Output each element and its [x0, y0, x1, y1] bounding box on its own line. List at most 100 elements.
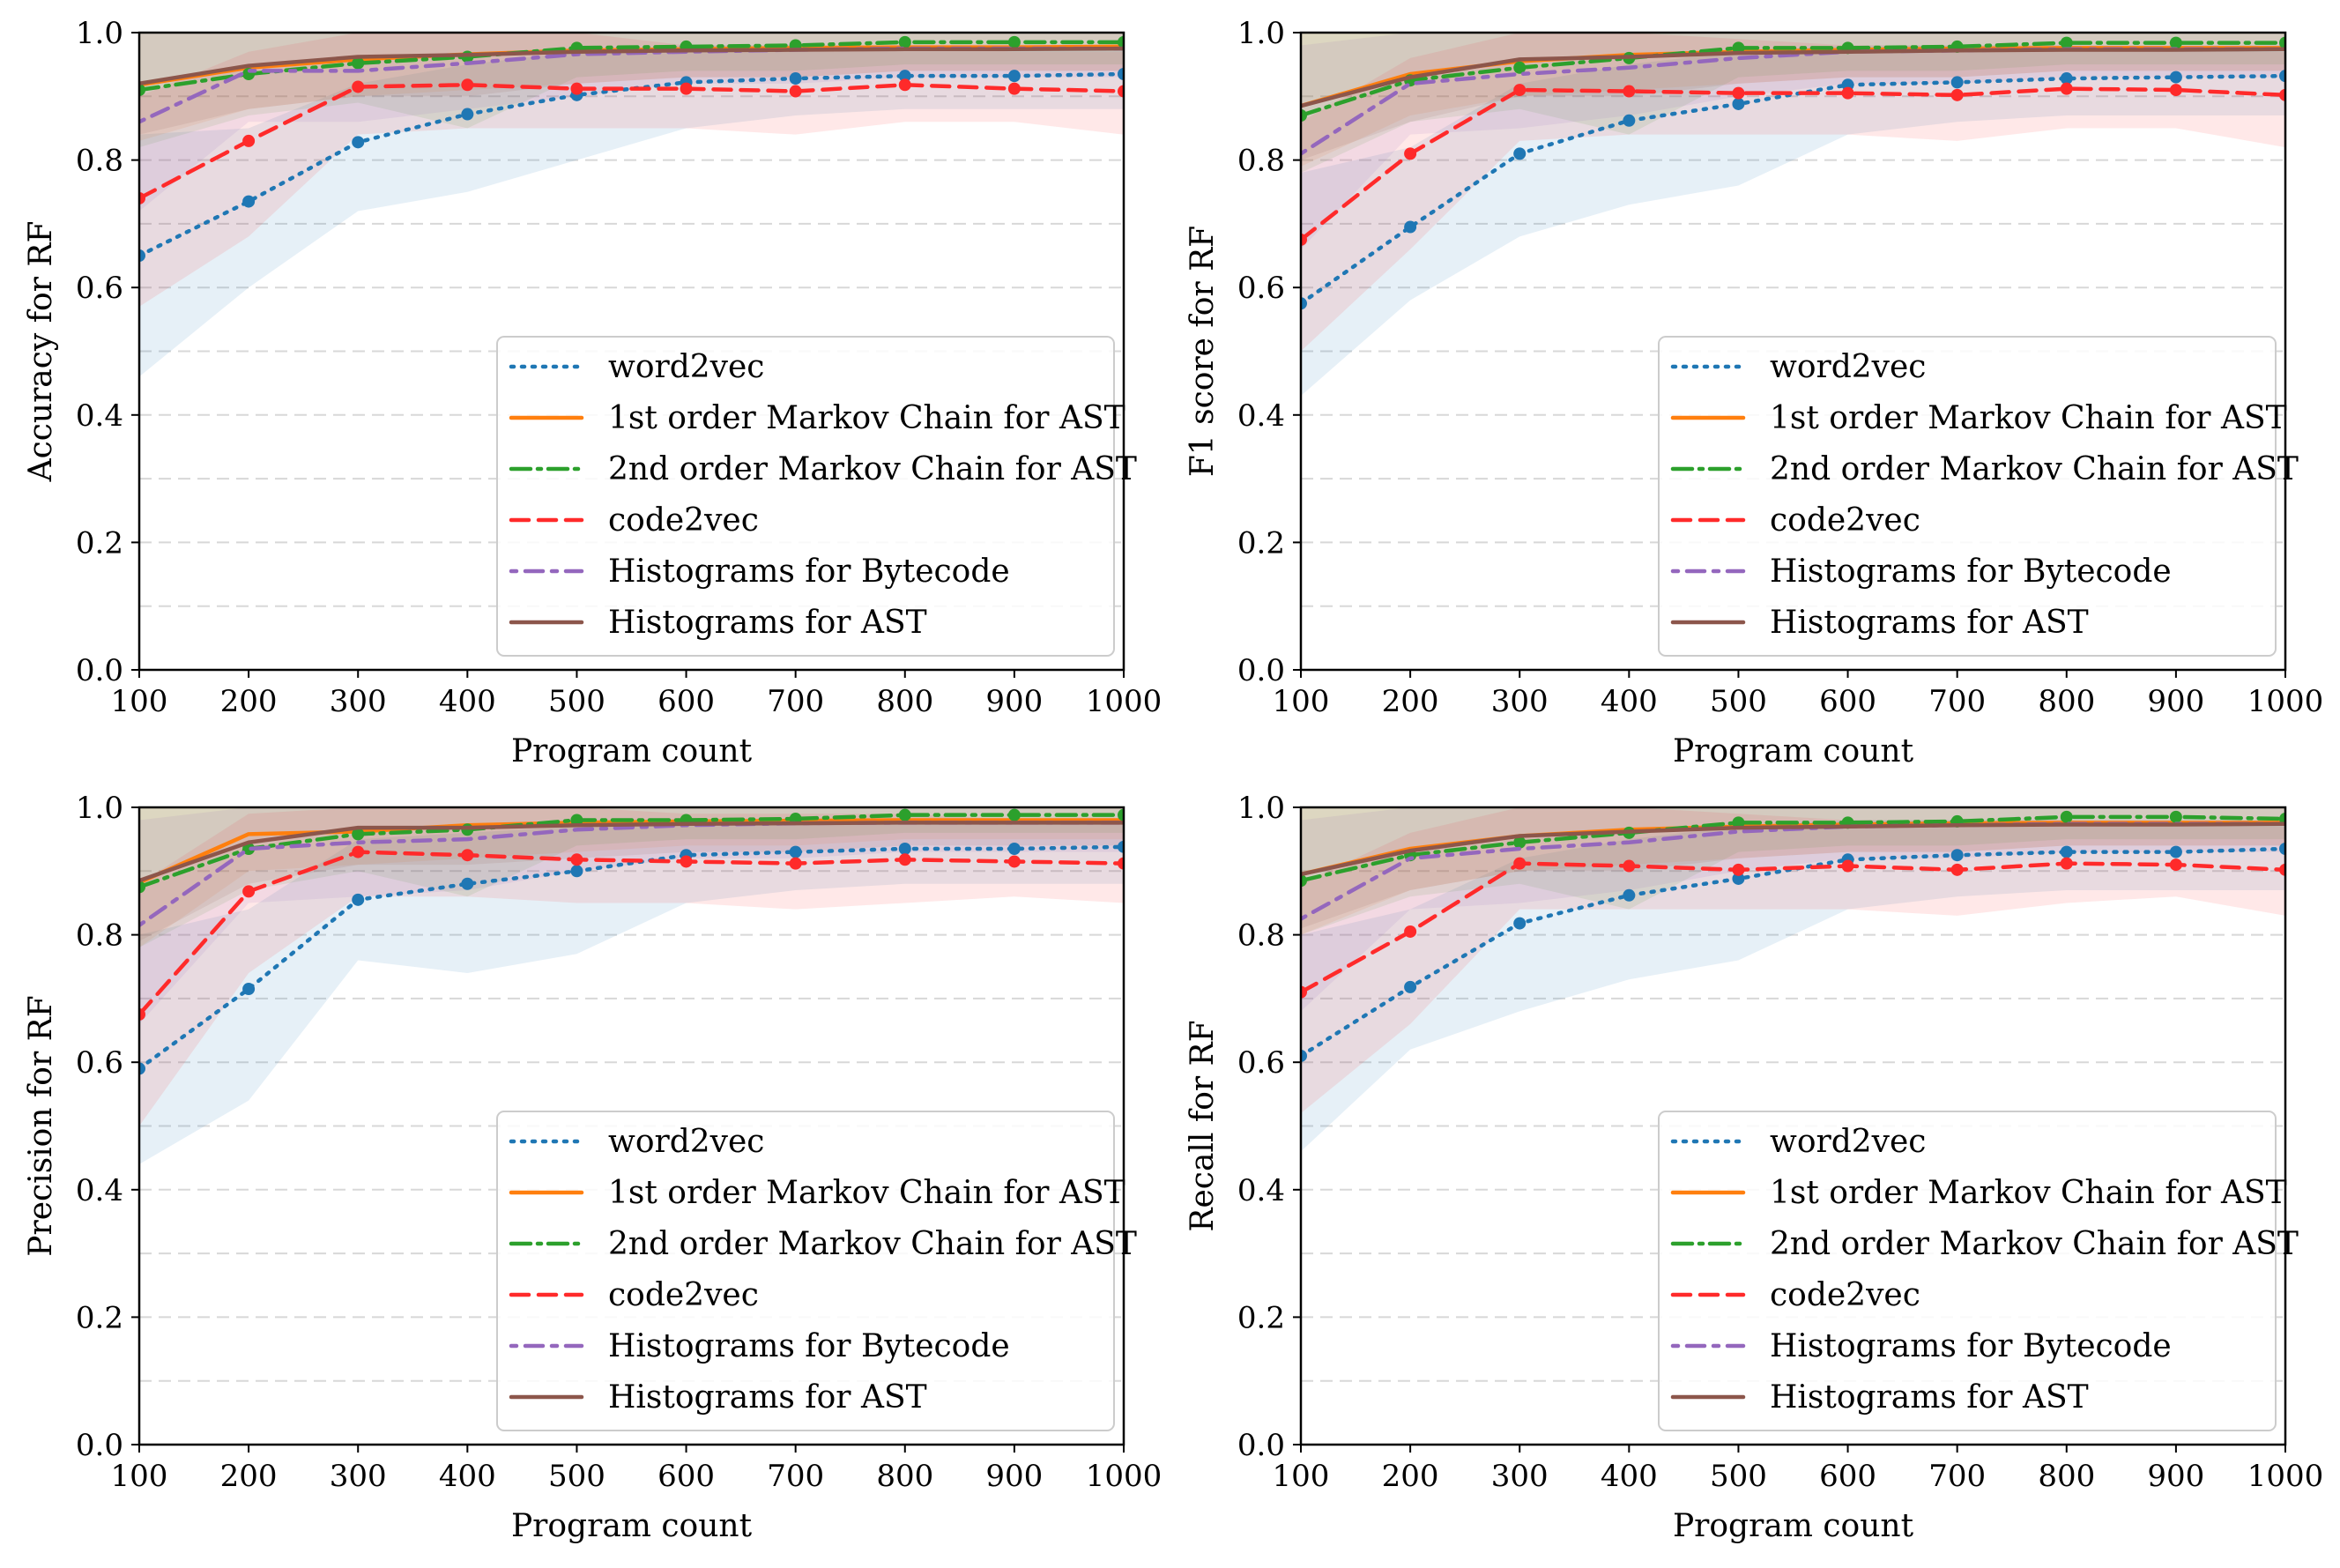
y-tick-label: 1.0 — [76, 16, 123, 51]
y-tick-label: 0.2 — [76, 1300, 123, 1335]
data-point — [1007, 808, 1021, 821]
band-6 — [1301, 807, 2285, 929]
band-1 — [139, 820, 1124, 1164]
y-tick-label: 0.0 — [1237, 1428, 1285, 1463]
legend-label-5: Histograms for Bytecode — [608, 1328, 1010, 1364]
plot-area — [139, 807, 1124, 1164]
legend-label-5: Histograms for Bytecode — [608, 554, 1010, 590]
legend-label-3: 2nd order Markov Chain for AST — [608, 1226, 1137, 1262]
plot-area — [1301, 33, 2285, 397]
x-axis-label: Program count — [1673, 733, 1914, 769]
data-point — [2279, 36, 2285, 49]
series-line-5 — [139, 821, 1124, 928]
y-tick-label: 0.4 — [76, 1173, 123, 1208]
legend-label-6: Histograms for AST — [1770, 1379, 2089, 1416]
legend-box — [1658, 336, 2277, 657]
data-point — [680, 82, 693, 95]
data-point — [2169, 84, 2182, 97]
band-4 — [1301, 33, 2285, 352]
x-tick-label: 900 — [2147, 1459, 2204, 1494]
data-point — [2169, 858, 2182, 872]
data-point — [242, 885, 256, 898]
x-tick-label: 500 — [548, 684, 605, 719]
data-point — [1404, 925, 1417, 938]
legend-box — [496, 336, 1115, 657]
data-point — [2279, 70, 2285, 83]
data-point — [1950, 863, 1964, 876]
data-point — [242, 842, 256, 855]
y-tick-label: 0.8 — [1237, 918, 1285, 954]
y-axis-label: Recall for RF — [1185, 1020, 1221, 1231]
x-tick-label: 1000 — [1086, 684, 1163, 719]
data-point — [1118, 840, 1124, 853]
data-point — [1623, 888, 1636, 902]
legend-label-1: word2vec — [1770, 1124, 1926, 1160]
panel-3: 100 200 300 400 500 600 700 800 900 1000 0.0 0.2 0.4… — [23, 791, 1162, 1544]
data-point — [352, 136, 365, 149]
legend: word2vec 1st order Markov Chain for AST 2n… — [1658, 336, 2299, 657]
data-point — [898, 853, 911, 866]
legend-box — [1658, 1111, 2277, 1431]
data-point — [352, 845, 365, 858]
data-point — [461, 849, 474, 862]
x-tick-label: 700 — [767, 1459, 824, 1494]
band-1 — [1301, 820, 2285, 1152]
x-tick-label: 600 — [1819, 684, 1876, 719]
data-point — [2279, 842, 2285, 855]
data-point — [2060, 845, 2073, 858]
legend-label-2: 1st order Markov Chain for AST — [1770, 400, 2287, 436]
data-point — [570, 865, 583, 878]
legend-label-4: code2vec — [1770, 502, 1920, 539]
legend-label-2: 1st order Markov Chain for AST — [608, 1175, 1125, 1211]
data-point — [1950, 76, 1964, 89]
series-line-3 — [1301, 814, 2285, 883]
data-point — [1118, 85, 1124, 98]
y-axis-label: F1 score for RF — [1185, 226, 1221, 477]
data-point — [898, 70, 911, 83]
legend-label-3: 2nd order Markov Chain for AST — [608, 451, 1137, 487]
data-point — [1007, 842, 1021, 855]
x-tick-label: 200 — [1382, 1459, 1439, 1494]
legend-label-1: word2vec — [608, 1124, 764, 1160]
data-point — [1732, 863, 1745, 876]
data-point — [1513, 61, 1527, 74]
legend-label-4: code2vec — [608, 502, 759, 539]
x-tick-label: 400 — [439, 1459, 496, 1494]
x-tick-label: 400 — [1601, 684, 1658, 719]
legend-label-5: Histograms for Bytecode — [1770, 554, 2172, 590]
legend: word2vec 1st order Markov Chain for AST 2n… — [496, 1111, 1137, 1431]
y-tick-label: 0.2 — [1237, 525, 1285, 561]
x-tick-label: 400 — [439, 684, 496, 719]
data-point — [570, 82, 583, 95]
x-tick-label: 300 — [1491, 684, 1549, 719]
data-point — [1513, 84, 1527, 97]
series-line-6 — [139, 821, 1124, 883]
legend-label-2: 1st order Markov Chain for AST — [608, 400, 1125, 436]
series-line-3 — [1301, 41, 2285, 118]
x-tick-label: 800 — [876, 684, 933, 719]
legend: word2vec 1st order Markov Chain for AST 2n… — [1658, 1111, 2299, 1431]
band-1 — [1301, 45, 2285, 397]
x-tick-label: 500 — [1710, 1459, 1767, 1494]
band-1 — [139, 45, 1124, 377]
x-tick-label: 300 — [330, 1459, 387, 1494]
plot-area — [139, 33, 1124, 377]
plot-area — [1301, 807, 2285, 1152]
data-point — [352, 80, 365, 93]
data-point — [1301, 985, 1307, 999]
data-point — [1404, 220, 1417, 234]
legend-label-6: Histograms for AST — [608, 1379, 927, 1416]
data-point — [2279, 813, 2285, 826]
data-point — [1404, 980, 1417, 993]
band-4 — [1301, 807, 2285, 1114]
data-point — [1007, 35, 1021, 48]
data-point — [789, 857, 802, 870]
data-point — [1118, 35, 1124, 48]
band-5 — [139, 807, 1124, 1024]
legend-label-4: code2vec — [1770, 1277, 1920, 1313]
series-line-4 — [1301, 861, 2285, 994]
data-point — [680, 855, 693, 868]
band-5 — [1301, 807, 2285, 1012]
data-point — [1513, 917, 1527, 930]
data-point — [2169, 810, 2182, 823]
